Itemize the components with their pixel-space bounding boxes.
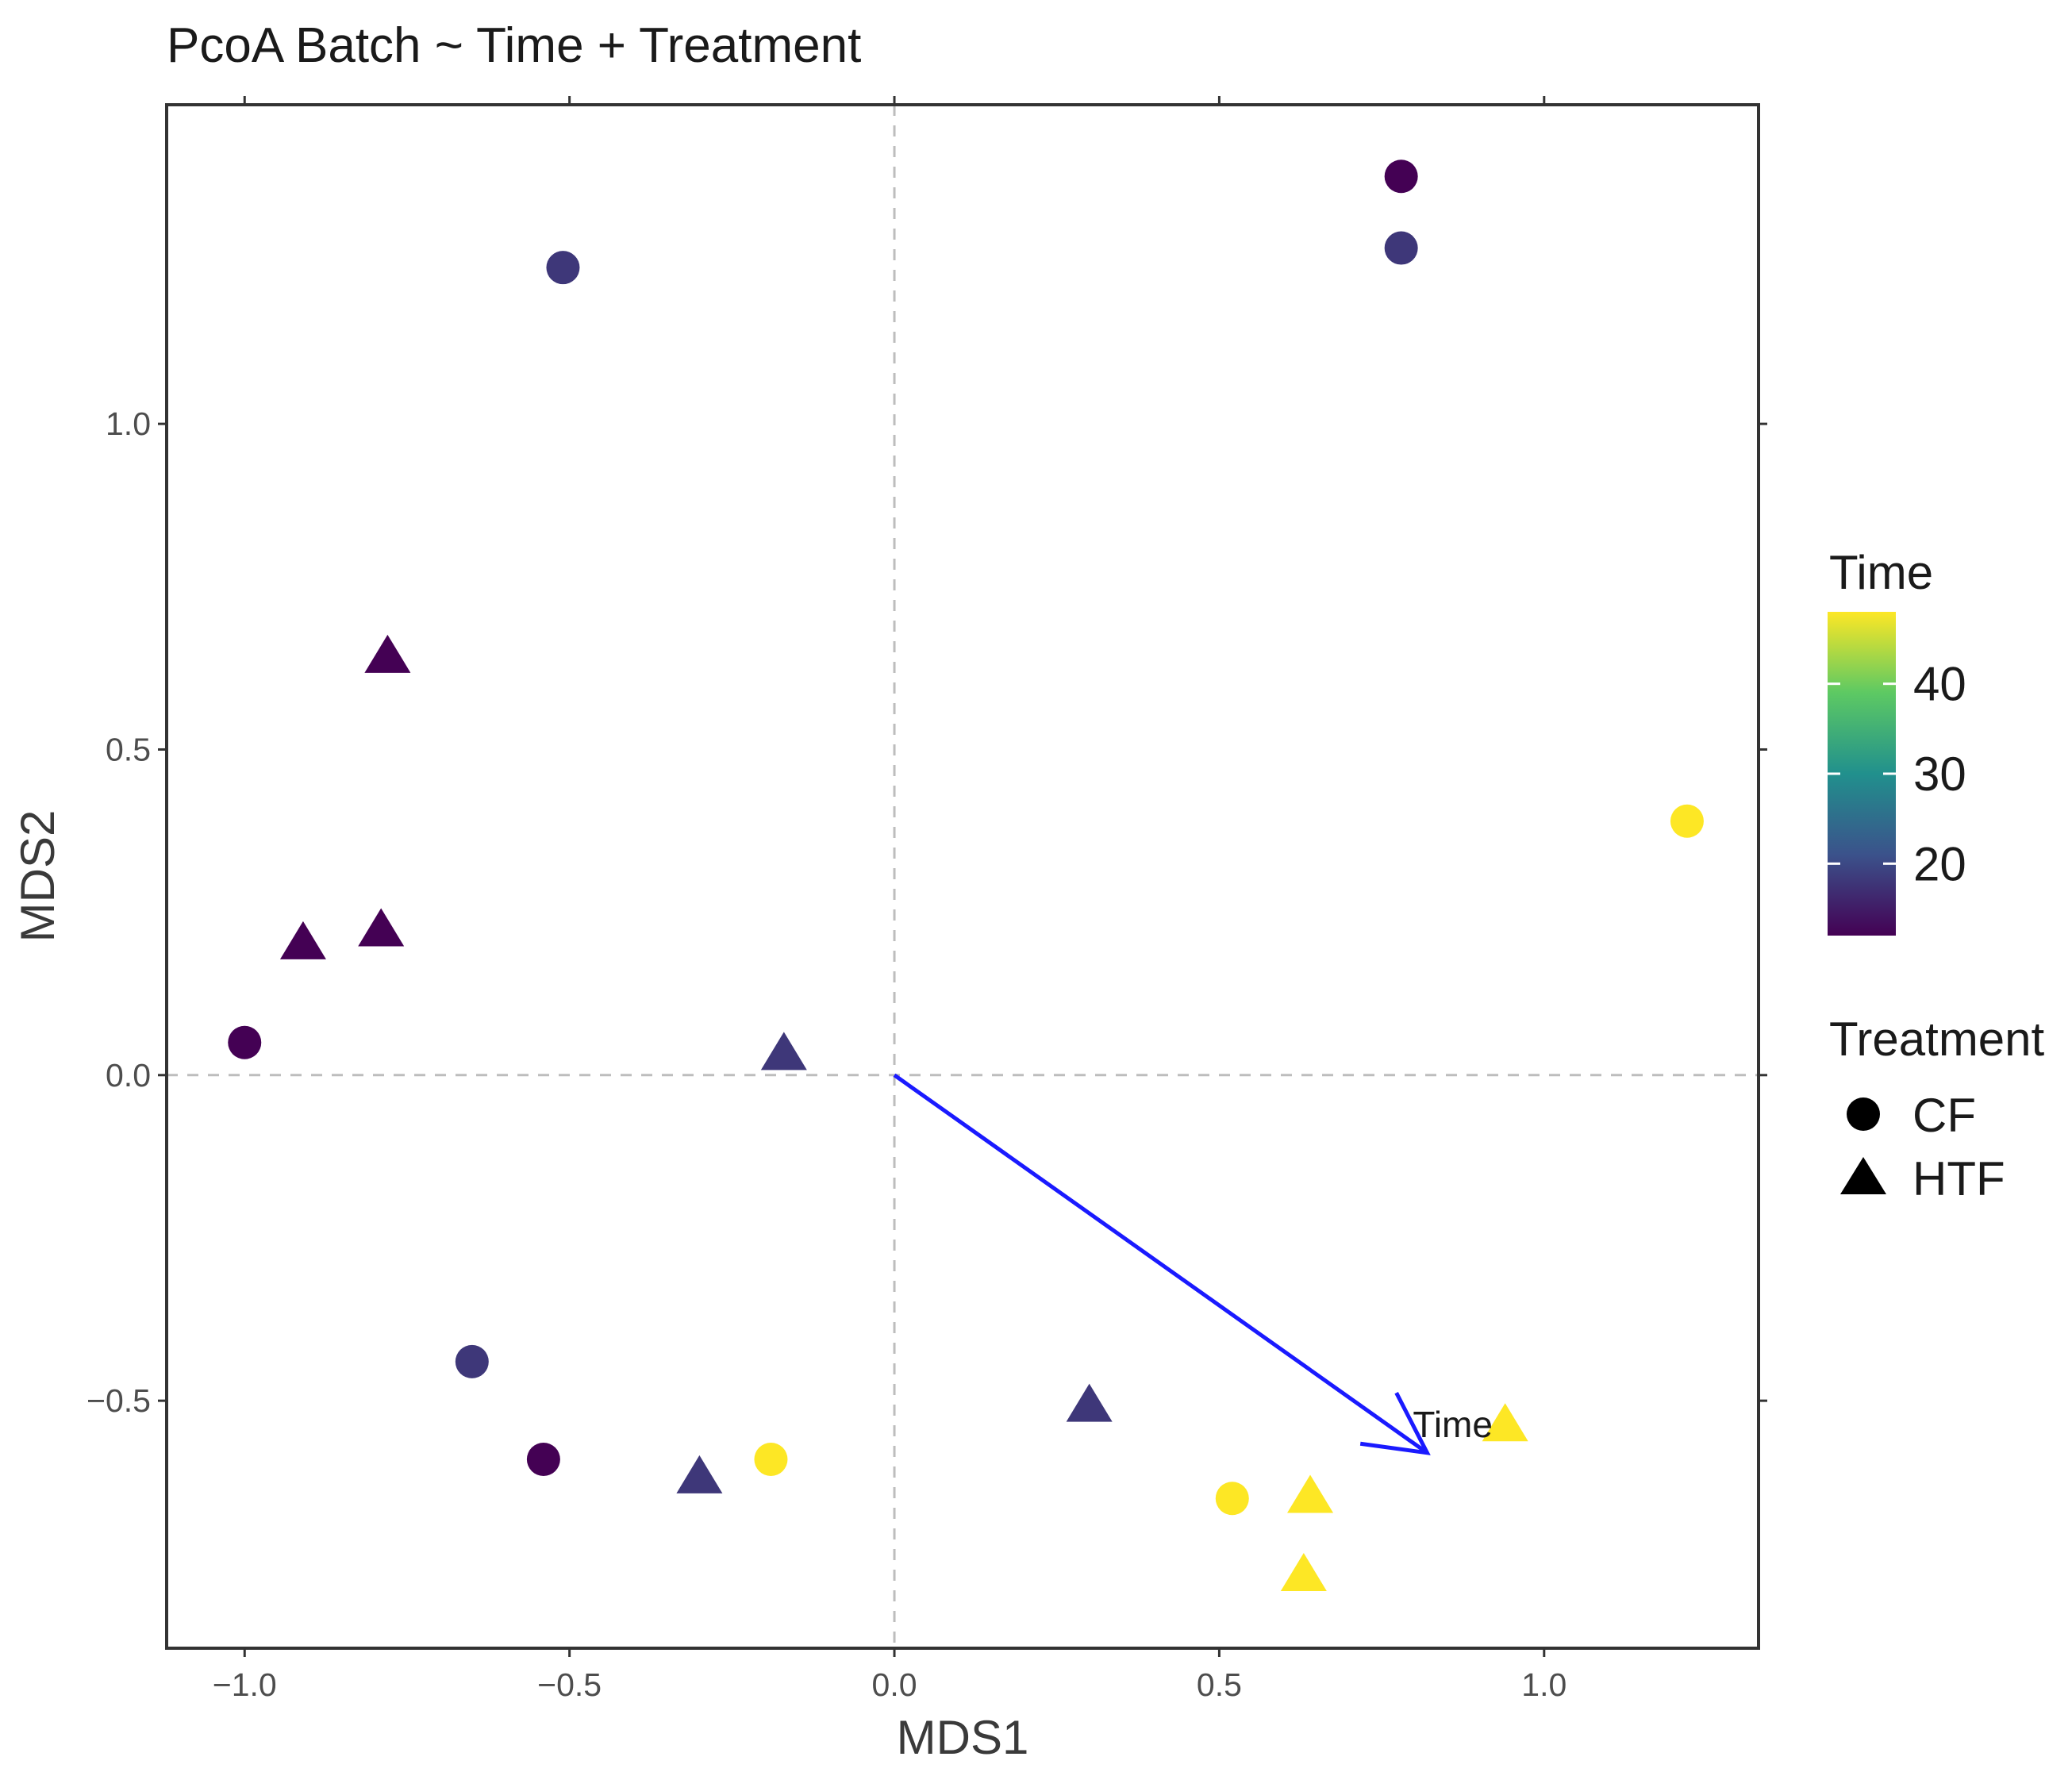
plot-border (165, 103, 1760, 1650)
points-layer: Time (228, 160, 1704, 1591)
x-tick-label: −0.5 (537, 1666, 602, 1703)
point-cf (754, 1443, 788, 1477)
time-legend: Time 20 30 40 (1828, 546, 1966, 936)
reference-lines (167, 105, 1759, 1648)
colorbar-tick-label: 30 (1913, 748, 1966, 801)
legend-triangle-icon (1840, 1157, 1886, 1194)
point-cf (1384, 231, 1418, 265)
point-htf (358, 908, 405, 947)
time-vector-line (893, 1073, 1428, 1455)
colorbar-tick-label: 40 (1913, 658, 1966, 711)
point-cf (1384, 160, 1418, 194)
y-tick-label: 1.0 (106, 406, 151, 442)
point-cf (455, 1344, 489, 1378)
y-tick-label: −0.5 (86, 1382, 151, 1419)
chart-title: PcoA Batch ~ Time + Treatment (167, 18, 861, 73)
legend-label-htf: HTF (1912, 1152, 2005, 1205)
legend-label-cf: CF (1912, 1089, 1976, 1142)
y-tick-label: 0.5 (106, 731, 151, 767)
time-vector-arrowhead (1359, 1392, 1431, 1455)
point-cf (546, 251, 580, 285)
point-htf (760, 1032, 807, 1071)
legend-circle-icon (1847, 1097, 1880, 1131)
point-htf (279, 921, 326, 959)
x-tick-label: −1.0 (213, 1666, 277, 1703)
y-axis: −0.5 0.0 0.5 1.0 (86, 406, 1767, 1419)
point-htf (1482, 1403, 1528, 1442)
point-cf (1670, 804, 1704, 838)
treatment-legend-title: Treatment (1829, 1013, 2045, 1066)
colorbar-tick-label: 20 (1913, 837, 1966, 890)
point-htf (1287, 1474, 1334, 1513)
x-axis: −1.0 −0.5 0.0 0.5 1.0 (213, 96, 1566, 1703)
x-tick-label: 0.5 (1197, 1666, 1242, 1703)
point-cf (526, 1443, 560, 1477)
point-htf (1280, 1552, 1327, 1591)
x-tick-label: 0.0 (872, 1666, 917, 1703)
x-tick-label: 1.0 (1521, 1666, 1566, 1703)
time-colorbar-ticks: 20 30 40 (1828, 658, 1966, 890)
time-legend-title: Time (1829, 546, 1933, 599)
point-htf (364, 634, 411, 673)
point-htf (676, 1455, 723, 1493)
point-htf (1066, 1383, 1113, 1422)
time-vector-label: Time (1413, 1404, 1493, 1445)
point-cf (1215, 1482, 1249, 1516)
y-axis-title: MDS2 (11, 810, 64, 943)
x-axis-title: MDS1 (897, 1711, 1029, 1764)
time-vector (893, 1073, 1431, 1455)
point-cf (228, 1025, 262, 1059)
y-tick-label: 0.0 (106, 1057, 151, 1094)
treatment-legend: Treatment CF HTF (1829, 1013, 2045, 1205)
